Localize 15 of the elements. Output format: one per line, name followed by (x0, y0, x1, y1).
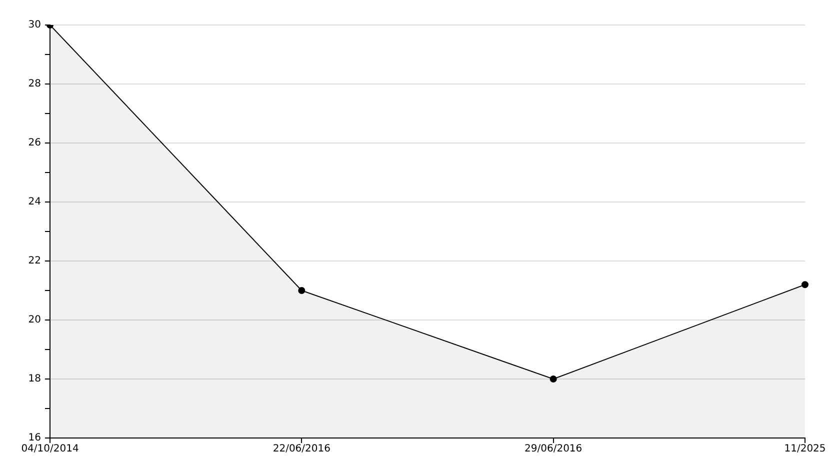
y-tick-label: 30 (28, 20, 41, 31)
x-tick-label: 29/06/2016 (524, 444, 582, 455)
x-tick-label: 04/10/2014 (21, 444, 79, 455)
point (550, 376, 557, 382)
y-tick-label: 24 (28, 196, 41, 208)
point (802, 281, 808, 288)
y-tick-label: 16 (28, 432, 41, 444)
x-tick-label: 11/2025 (784, 444, 826, 455)
y-tick-label: 18 (28, 374, 41, 385)
y-tick-label: 28 (28, 78, 41, 90)
y-tick-label: 22 (28, 256, 41, 267)
point (298, 287, 306, 294)
x-tick-label: 22/06/2016 (272, 444, 330, 455)
y-tick-label: 20 (28, 314, 41, 326)
y-tick-label: 26 (28, 138, 41, 149)
